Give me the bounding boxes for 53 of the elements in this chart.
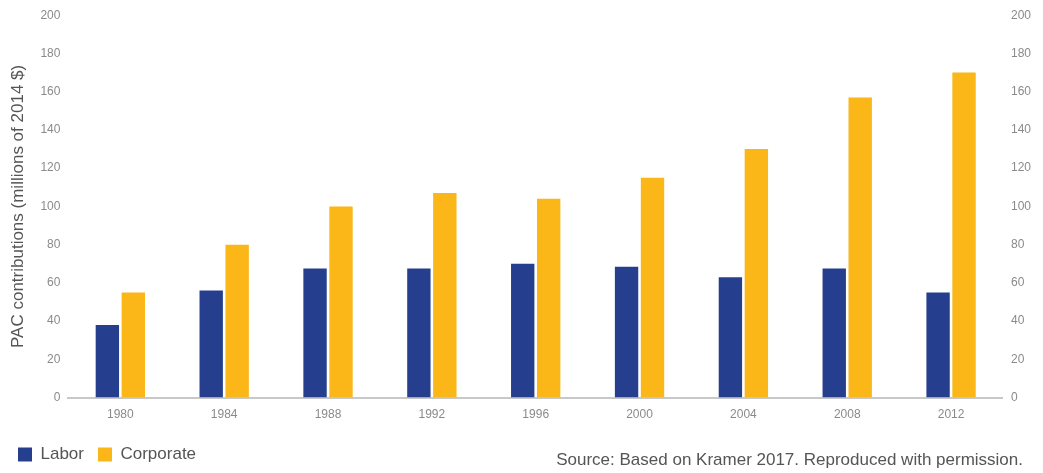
bar xyxy=(718,277,743,398)
y2-tick-label: 20 xyxy=(1010,351,1025,366)
bar xyxy=(614,266,639,398)
y2-tick-label: 60 xyxy=(1010,275,1025,290)
y-tick-label: 20 xyxy=(47,351,61,366)
y-tick-label: 160 xyxy=(40,83,61,98)
bar xyxy=(848,97,872,398)
bar xyxy=(407,268,431,398)
source-note: Source: Based on Kramer 2017. Reproduced with permission. xyxy=(556,450,1023,470)
y-tick-label: 140 xyxy=(40,122,61,137)
bar xyxy=(121,292,145,398)
y2-tick-label: 0 xyxy=(1010,389,1018,404)
y-axis-title: PAC contributions (millions of 2014 $) xyxy=(7,64,27,348)
x-tick-label: 1988 xyxy=(314,407,342,422)
x-tick-label: 2012 xyxy=(937,407,965,422)
bar xyxy=(199,290,223,398)
y-tick-label: 200 xyxy=(40,7,61,22)
bar xyxy=(303,268,327,398)
x-tick-label: 1996 xyxy=(522,407,550,422)
x-tick-label: 2008 xyxy=(833,407,861,422)
x-tick-label: 2004 xyxy=(730,407,758,422)
bar xyxy=(537,198,561,398)
bar xyxy=(511,263,535,398)
x-tick-label: 1992 xyxy=(418,407,446,422)
y2-tick-label: 40 xyxy=(1010,313,1025,328)
bar xyxy=(822,268,846,398)
bar xyxy=(952,72,976,398)
bar xyxy=(926,292,950,398)
y-tick-label: 40 xyxy=(47,313,61,328)
y-tick-label: 180 xyxy=(40,45,61,60)
y-tick-label: 0 xyxy=(53,389,61,404)
y2-tick-label: 140 xyxy=(1010,122,1032,137)
y-tick-label: 120 xyxy=(40,160,61,175)
x-tick-label: 1984 xyxy=(210,407,238,422)
y-tick-label: 100 xyxy=(40,198,61,213)
x-tick-label: 1980 xyxy=(106,407,135,422)
legend-label: Corporate xyxy=(120,444,197,464)
bar xyxy=(225,244,249,398)
bar xyxy=(744,149,769,398)
legend-label: Labor xyxy=(40,444,85,464)
y2-tick-label: 80 xyxy=(1010,236,1025,251)
bar xyxy=(433,193,457,398)
y2-tick-label: 120 xyxy=(1010,160,1032,175)
bar xyxy=(95,324,120,398)
y2-tick-label: 180 xyxy=(1010,45,1032,60)
y2-tick-label: 100 xyxy=(1010,198,1032,213)
y-tick-label: 60 xyxy=(47,275,61,290)
y-tick-label: 80 xyxy=(47,236,61,251)
bar xyxy=(329,206,353,398)
bar xyxy=(640,177,665,398)
x-tick-label: 2000 xyxy=(626,407,654,422)
y2-tick-label: 200 xyxy=(1010,7,1032,22)
y2-tick-label: 160 xyxy=(1010,83,1032,98)
